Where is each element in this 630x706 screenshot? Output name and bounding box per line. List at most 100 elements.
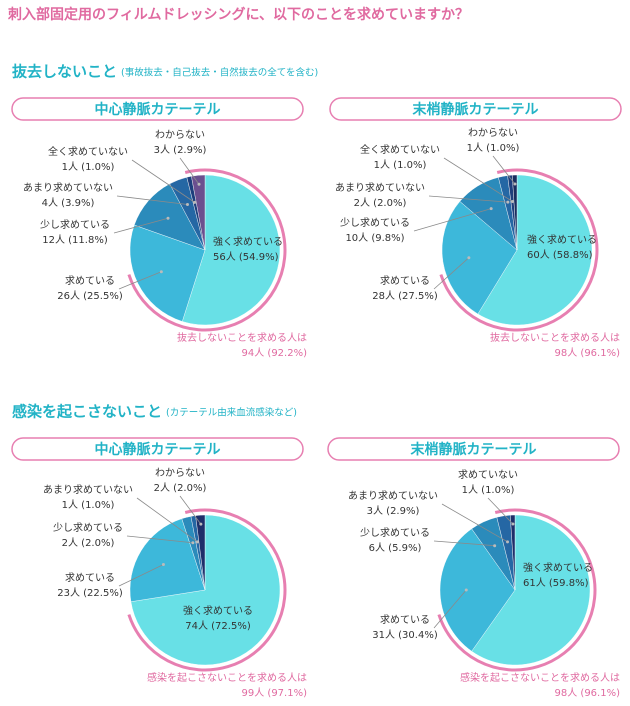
slice-value-label: 3人 (2.9%) bbox=[154, 144, 207, 156]
leader-dot bbox=[193, 200, 197, 204]
page-title: 刺入部固定用のフィルムドレッシングに、以下のことを求めていますか？ bbox=[8, 6, 469, 23]
leader-dot bbox=[493, 544, 497, 548]
slice-value-label: 1人 (1.0%) bbox=[462, 484, 515, 496]
pie-slice bbox=[130, 514, 281, 666]
slice-value-label: 60人 (58.8%) bbox=[527, 249, 593, 261]
pie-slice bbox=[441, 201, 518, 315]
decor-ring bbox=[439, 168, 599, 332]
slice-category: 少し求めている bbox=[360, 527, 430, 539]
leader-dot bbox=[511, 522, 515, 526]
section-heading: 抜去しないこと bbox=[12, 63, 117, 81]
leader-line bbox=[492, 155, 516, 185]
pie-slice bbox=[195, 514, 206, 591]
leader-line bbox=[126, 535, 193, 544]
slice-value-label: 23人 (22.5%) bbox=[57, 587, 123, 599]
slice-category: 求めている bbox=[65, 572, 115, 584]
pie-slice bbox=[191, 174, 206, 251]
decor-ring bbox=[127, 168, 287, 332]
chart-header-box bbox=[11, 97, 304, 121]
slice-value-label: 31人 (30.4%) bbox=[372, 629, 438, 641]
slice-value-label: 1人 (1.0%) bbox=[62, 499, 115, 511]
slice-category: 強く求めている bbox=[183, 604, 253, 617]
summary-annotation: 感染を起こさないことを求める人は bbox=[460, 671, 620, 684]
leader-dot bbox=[510, 199, 514, 203]
slice-category: 求めている bbox=[380, 275, 430, 287]
summary-annotation: 抜去しないことを求める人は bbox=[490, 331, 620, 344]
section-note: (カテーテル由来血流感染など) bbox=[166, 407, 297, 419]
leader-line bbox=[131, 159, 195, 203]
leader-line bbox=[179, 495, 202, 525]
chart-header-box bbox=[329, 97, 622, 121]
leader-line bbox=[433, 257, 470, 290]
slice-value-label: 2人 (2.0%) bbox=[62, 537, 115, 549]
slice-value-label: 12人 (11.8%) bbox=[42, 234, 108, 246]
leader-dot bbox=[464, 588, 468, 592]
slice-category: 強く求めている bbox=[527, 233, 597, 246]
slice-category: あまり求めていない bbox=[348, 490, 438, 502]
pie-slice bbox=[129, 224, 206, 322]
slice-category: 少し求めている bbox=[340, 217, 410, 229]
slice-category: 強く求めている bbox=[523, 561, 593, 574]
slice-category: 全く求めていない bbox=[360, 143, 440, 156]
slice-value-label: 6人 (5.9%) bbox=[369, 542, 422, 554]
slice-category: 少し求めている bbox=[53, 522, 123, 534]
slice-value-label: 2人 (2.0%) bbox=[154, 482, 207, 494]
leader-line bbox=[118, 564, 164, 587]
leader-dot bbox=[199, 522, 203, 526]
pie-slice bbox=[182, 174, 281, 326]
leader-dot bbox=[166, 216, 170, 220]
leader-dot bbox=[467, 256, 471, 260]
slice-value-label: 26人 (25.5%) bbox=[57, 290, 123, 302]
slice-category: あまり求めていない bbox=[43, 484, 133, 496]
leader-dot bbox=[191, 541, 195, 545]
pie-slice bbox=[471, 514, 591, 666]
slice-value-label: 2人 (2.0%) bbox=[354, 197, 407, 209]
slice-value-label: 74人 (72.5%) bbox=[185, 620, 251, 632]
section-note: (事故抜去・自己抜去・自然抜去の全てを含む) bbox=[121, 67, 318, 79]
leader-dot bbox=[489, 207, 493, 211]
leader-line bbox=[118, 271, 162, 290]
slice-value-label: 1人 (1.0%) bbox=[62, 161, 115, 173]
slice-value-label: 1人 (1.0%) bbox=[374, 159, 427, 171]
slice-category: 少し求めている bbox=[40, 219, 110, 231]
section-heading: 感染を起こさないこと bbox=[12, 403, 162, 421]
pie-slice bbox=[477, 174, 593, 326]
chart-title: 末梢静脈カテーテル bbox=[411, 441, 537, 458]
slice-category: わからない bbox=[468, 127, 518, 139]
leader-dot bbox=[506, 200, 510, 204]
pie-slice bbox=[129, 518, 206, 602]
slice-category: 求めている bbox=[65, 275, 115, 287]
summary-annotation: 抜去しないことを求める人は bbox=[177, 331, 307, 344]
slice-category: わからない bbox=[155, 129, 205, 141]
leader-dot bbox=[197, 182, 201, 186]
leader-line bbox=[179, 157, 200, 185]
summary-annotation: 98人 (96.1%) bbox=[555, 347, 621, 359]
chart-header-box bbox=[11, 437, 304, 461]
leader-line bbox=[428, 195, 508, 203]
pie-slice bbox=[439, 528, 516, 652]
slice-category: あまり求めていない bbox=[335, 182, 425, 194]
slice-category: 全く求めていない bbox=[48, 145, 128, 158]
chart-title: 中心静脈カテーテル bbox=[95, 441, 221, 458]
leader-line bbox=[433, 589, 467, 629]
leader-dot bbox=[161, 563, 165, 567]
slice-category: 求めていない bbox=[458, 469, 518, 481]
leader-dot bbox=[159, 270, 163, 274]
summary-annotation: 感染を起こさないことを求める人は bbox=[147, 671, 307, 684]
leader-line bbox=[443, 157, 513, 202]
chart-title: 中心静脈カテーテル bbox=[95, 101, 221, 118]
chart-title: 末梢静脈カテーテル bbox=[413, 101, 539, 118]
decor-ring bbox=[127, 508, 287, 672]
leader-dot bbox=[185, 203, 189, 207]
leader-dot bbox=[513, 182, 517, 186]
slice-value-label: 3人 (2.9%) bbox=[367, 505, 420, 517]
chart-header-box bbox=[327, 437, 620, 461]
slice-value-label: 56人 (54.9%) bbox=[213, 251, 279, 263]
slice-value-label: 61人 (59.8%) bbox=[523, 577, 589, 589]
summary-annotation: 94人 (92.2%) bbox=[242, 347, 308, 359]
decor-ring bbox=[437, 508, 597, 672]
slice-category: あまり求めていない bbox=[23, 182, 113, 194]
pie-slice bbox=[512, 174, 518, 251]
summary-annotation: 99人 (97.1%) bbox=[242, 687, 308, 699]
slice-category: 求めている bbox=[380, 614, 430, 626]
